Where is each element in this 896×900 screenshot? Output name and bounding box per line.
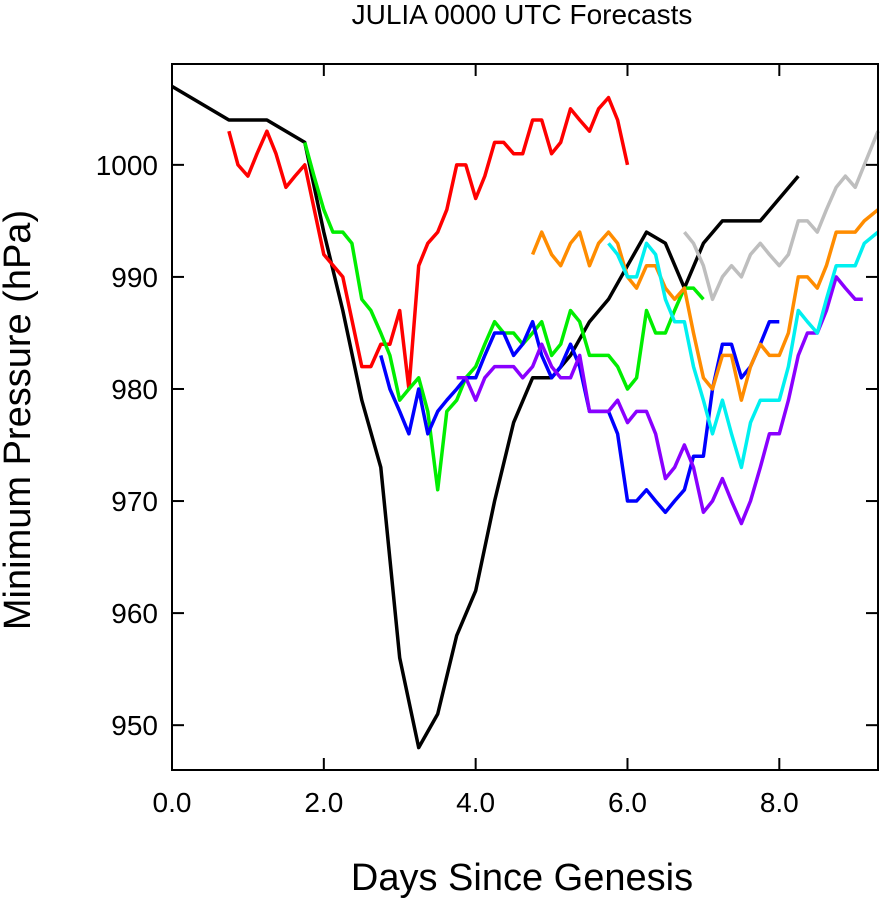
y-tick-label: 990 — [111, 262, 158, 293]
y-tick-label: 980 — [111, 374, 158, 405]
x-axis: 0.0 2.0 4.0 6.0 8.0 — [153, 64, 799, 818]
series-layer — [171, 84, 880, 750]
series-line-5 — [456, 275, 863, 526]
x-tick-label: 8.0 — [760, 787, 799, 818]
series-line-2 — [227, 95, 630, 391]
series-line-8 — [683, 130, 880, 302]
y-axis: 950 960 970 980 990 1000 — [96, 150, 878, 741]
x-tick-label: 2.0 — [304, 787, 343, 818]
y-tick-label: 970 — [111, 486, 158, 517]
series-line-6 — [530, 208, 880, 402]
y-tick-label: 960 — [111, 598, 158, 629]
chart-title: JULIA 0000 UTC Forecasts — [352, 0, 693, 30]
y-tick-label: 950 — [111, 710, 158, 741]
y-tick-label: 1000 — [96, 150, 158, 181]
series-line-7 — [607, 230, 880, 470]
x-axis-label: Days Since Genesis — [351, 857, 693, 899]
series-line-1 — [171, 84, 800, 750]
x-tick-label: 0.0 — [153, 787, 192, 818]
series-line-3 — [303, 141, 705, 492]
plot-frame — [171, 63, 879, 771]
y-axis-label: Minimum Pressure (hPa) — [0, 210, 39, 630]
x-tick-label: 4.0 — [456, 787, 495, 818]
x-tick-label: 6.0 — [608, 787, 647, 818]
